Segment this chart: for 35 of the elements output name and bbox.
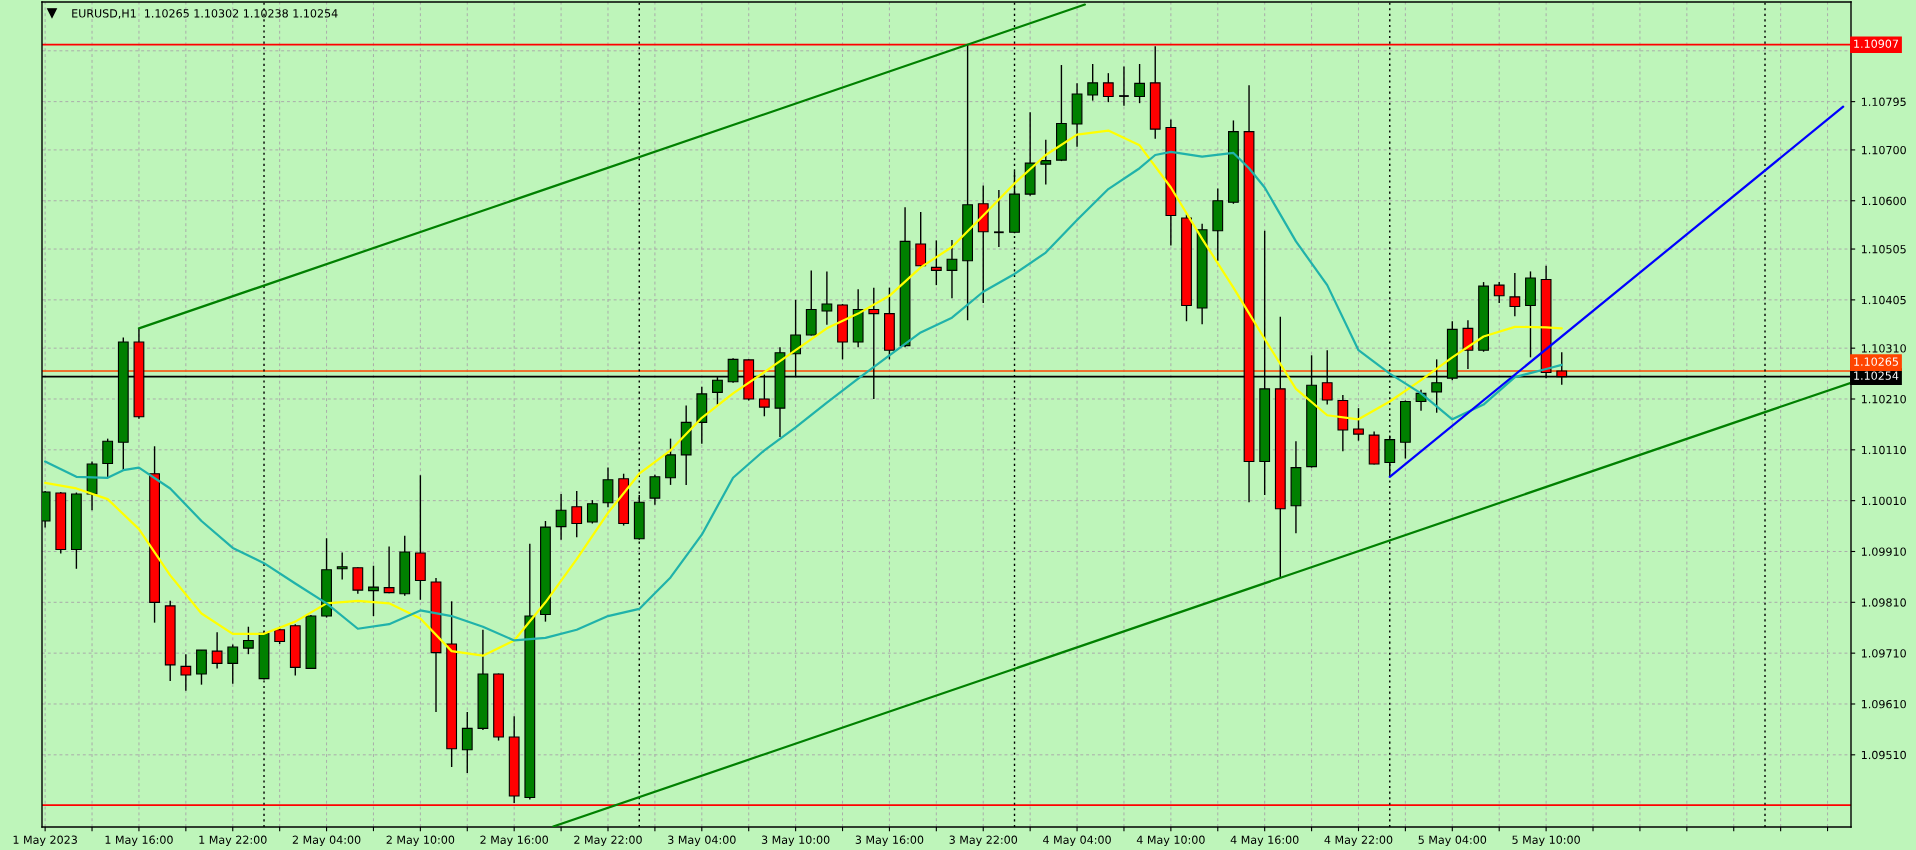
y-tick-label: 1.10795 [1861,97,1906,107]
y-tick-label: 1.10700 [1861,145,1906,155]
y-tick-label: 1.10210 [1861,394,1906,404]
x-tick-label: 4 May 04:00 [1043,835,1111,847]
x-tick-label: 4 May 10:00 [1136,835,1205,847]
y-tick-label: 1.10600 [1861,196,1906,206]
x-tick-label: 2 May 16:00 [480,835,549,847]
x-tick-label: 2 May 22:00 [574,835,642,847]
y-tick-label: 1.09810 [1861,598,1906,607]
y-tick-label: 1.10505 [1861,245,1906,254]
y-tick-label: 1.10010 [1861,496,1906,506]
x-tick-label: 4 May 22:00 [1324,835,1393,847]
x-tick-label: 1 May 16:00 [105,835,173,847]
y-tick-label: 1.10405 [1861,295,1906,305]
ref-line-label: 1.10907 [1854,39,1898,48]
x-tick-label: 2 May 04:00 [292,835,361,847]
x-tick-label: 3 May 16:00 [855,835,924,847]
y-tick-label: 1.09710 [1861,649,1906,658]
x-tick-label: 1 May 22:00 [199,835,267,847]
x-tick-label: 1 May 2023 [13,835,77,847]
y-tick-label: 1.09910 [1861,547,1906,556]
x-tick-label: 3 May 10:00 [761,835,830,847]
y-tick-label: 1.10110 [1861,445,1906,455]
x-tick-label: 3 May 04:00 [668,835,736,847]
x-tick-label: 3 May 22:00 [949,835,1018,847]
ref-line-label: 1.10254 [1854,371,1899,380]
x-tick-label: 2 May 10:00 [386,835,455,847]
y-tick-label: 1.09510 [1861,750,1906,760]
y-tick-label: 1.09610 [1861,699,1906,709]
y-tick-label: 1.10310 [1861,344,1906,353]
x-tick-label: 4 May 16:00 [1230,835,1299,847]
x-tick-label: 5 May 04:00 [1418,835,1487,847]
ref-line-label: 1.10265 [1854,357,1898,366]
x-tick-label: 5 May 10:00 [1512,835,1580,847]
text: EURUSD,H1 1.10265 1.10302 1.10238 1.10254 [72,9,338,19]
